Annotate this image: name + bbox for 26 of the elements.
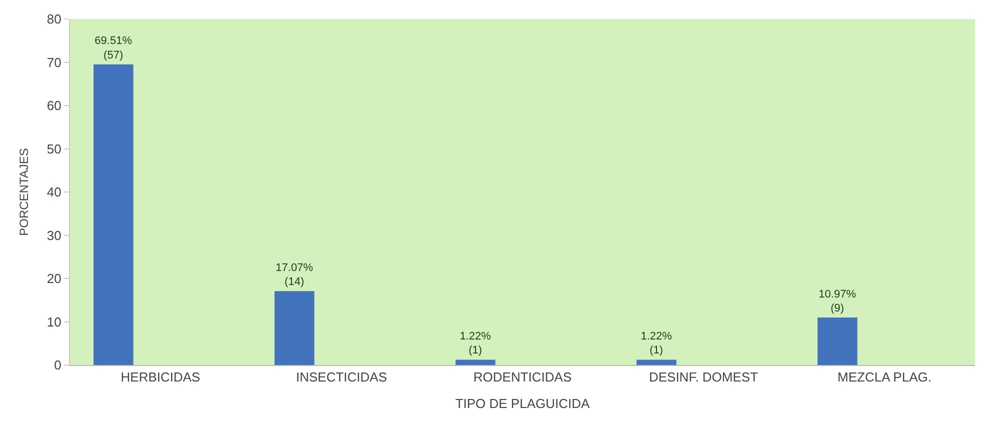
data-label: 17.07% (14)	[276, 262, 314, 288]
y-tick-label: 0	[54, 358, 62, 373]
x-axis-title: TIPO DE PLAGUICIDA	[455, 396, 590, 412]
bar	[636, 360, 676, 365]
data-label: 1.22% (1)	[460, 330, 492, 357]
data-label: 1.22% (1)	[640, 330, 672, 357]
y-tick-label: 10	[46, 314, 62, 330]
y-tick-label: 20	[46, 271, 62, 286]
x-tick-label: INSECTICIDAS	[296, 370, 388, 385]
x-tick-label: MEZCLA PLAG.	[838, 370, 932, 385]
bar	[456, 360, 496, 365]
y-tick-label: 70	[46, 54, 62, 70]
bar	[94, 64, 134, 365]
y-tick-label: 40	[46, 184, 62, 200]
y-tick-label: 50	[46, 141, 62, 156]
data-label: 10.97% (9)	[818, 288, 856, 315]
y-tick-label: 30	[46, 228, 62, 243]
data-label: 69.51% (57)	[94, 35, 132, 62]
y-tick-label: 80	[46, 12, 62, 27]
x-tick-label: DESINF. DOMEST	[648, 370, 758, 385]
x-tick-label: RODENTICIDAS	[473, 370, 572, 385]
y-tick-label: 60	[46, 98, 62, 114]
bar	[274, 291, 314, 365]
x-tick-label: HERBICIDAS	[120, 370, 201, 385]
bar	[818, 318, 858, 365]
y-axis-title: PORCENTAJES	[17, 148, 32, 236]
